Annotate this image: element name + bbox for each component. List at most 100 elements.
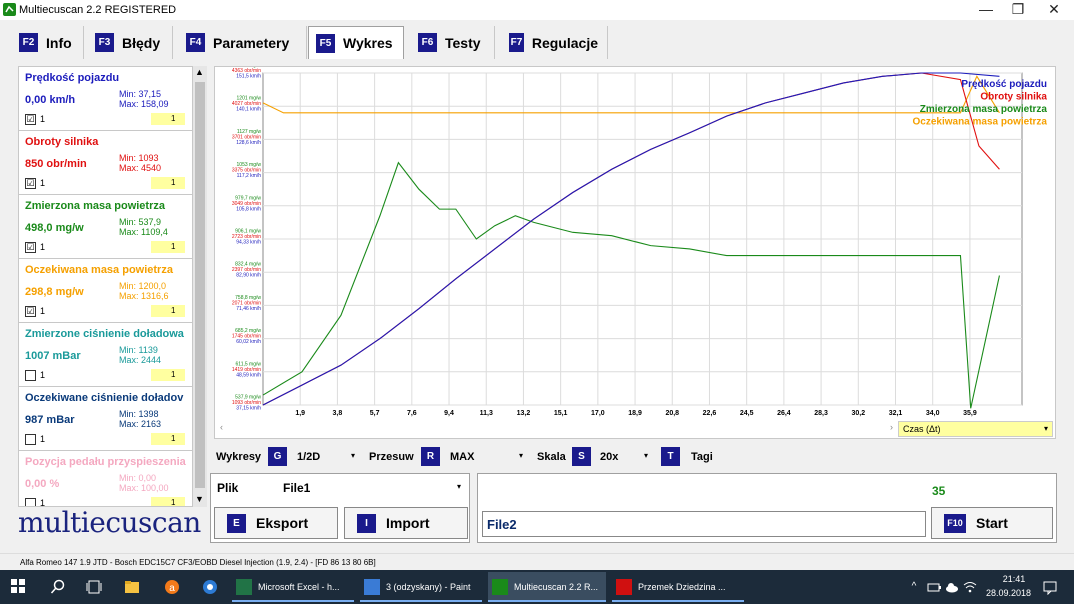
parameter-list-scrollbar[interactable]: ▲ ▼ bbox=[193, 66, 207, 507]
parameter-checkbox[interactable]: ☑ bbox=[25, 178, 36, 189]
f10-key-badge: F10 bbox=[944, 513, 966, 533]
parameter-axis-select[interactable]: 1▾ bbox=[151, 433, 185, 445]
parameter-item[interactable]: Obroty silnika 850 obr/min Min: 1093 Max: 4… bbox=[19, 131, 192, 195]
parameter-axis-select[interactable]: 1▾ bbox=[151, 241, 185, 253]
wifi-icon[interactable] bbox=[962, 579, 978, 595]
parameter-checkbox[interactable]: ☑ bbox=[25, 242, 36, 253]
tab-regulacje[interactable]: F7 Regulacje bbox=[502, 26, 608, 59]
i-key-badge: I bbox=[357, 513, 376, 533]
parameter-item[interactable]: Zmierzona masa powietrza 498,0 mg/w Min: 5… bbox=[19, 195, 192, 259]
file-select[interactable]: File1 ▾ bbox=[281, 478, 467, 496]
battery-icon[interactable] bbox=[926, 579, 942, 595]
tagi-label[interactable]: Tagi bbox=[691, 451, 713, 463]
import-button-label: Import bbox=[386, 515, 430, 531]
eksport-button[interactable]: E Eksport bbox=[214, 507, 338, 539]
parameter-checkbox[interactable]: ☑ bbox=[25, 306, 36, 317]
minimize-button[interactable]: — bbox=[979, 1, 993, 17]
y-axis-label: 4363 obr/min bbox=[232, 68, 261, 74]
przesuw-dropdown-icon[interactable]: ▾ bbox=[519, 451, 524, 460]
close-button[interactable]: ✕ bbox=[1048, 1, 1060, 17]
tab-wykres[interactable]: F5 Wykres bbox=[308, 26, 404, 59]
wykresy-label: Wykresy bbox=[216, 451, 262, 463]
chevron-up-icon[interactable]: ^ bbox=[911, 581, 917, 592]
t-key-badge: T bbox=[661, 447, 680, 466]
x-tick-label: 5,7 bbox=[370, 410, 380, 417]
running-indicator bbox=[488, 600, 606, 602]
parameter-axis-select[interactable]: 1▾ bbox=[151, 177, 185, 189]
parameter-axis-select[interactable]: 1▾ bbox=[151, 369, 185, 381]
scroll-right-icon[interactable]: › bbox=[890, 422, 893, 432]
legend-entry: Prędkość pojazdu bbox=[961, 79, 1047, 90]
y-axis-label: 611,5 mg/w bbox=[236, 361, 262, 367]
parameter-checkbox[interactable]: ☑ bbox=[25, 114, 36, 125]
scrollbar-thumb[interactable] bbox=[195, 82, 205, 488]
time-axis-select[interactable]: Czas (Δt) ▾ bbox=[898, 421, 1053, 437]
parameter-axis-value: 1 bbox=[171, 306, 176, 315]
parameter-checkbox[interactable] bbox=[25, 434, 36, 445]
x-tick-label: 11,3 bbox=[480, 410, 493, 417]
parameter-item[interactable]: Zmierzone ciśnienie doładowa 1007 mBar Min… bbox=[19, 323, 192, 387]
taskbar-app-icon bbox=[236, 579, 252, 595]
taskbar-app-button[interactable]: Microsoft Excel - h... bbox=[232, 572, 354, 602]
windows-start-icon[interactable] bbox=[10, 579, 26, 595]
x-tick-label: 24,5 bbox=[740, 410, 754, 417]
import-button[interactable]: I Import bbox=[344, 507, 468, 539]
parameter-item[interactable]: Oczekiwana masa powietrza 298,8 mg/w Min: … bbox=[19, 259, 192, 323]
series-line bbox=[262, 75, 1000, 114]
parameter-axis-select[interactable]: 1▾ bbox=[151, 305, 185, 317]
tab-bledy[interactable]: F3 Błędy bbox=[88, 26, 173, 59]
parameter-item[interactable]: Pozycja pedału przyspieszenia 0,00 % Min: … bbox=[19, 451, 192, 507]
parameter-item[interactable]: Prędkość pojazdu 0,00 km/h Min: 37,15 Max: … bbox=[19, 67, 192, 131]
parameter-value: 850 obr/min bbox=[25, 158, 87, 170]
parameter-axis-select[interactable]: 1▾ bbox=[151, 113, 185, 125]
task-view-icon[interactable] bbox=[86, 579, 102, 595]
scroll-left-icon[interactable]: ‹ bbox=[220, 422, 223, 432]
parameter-axis-value: 1 bbox=[171, 178, 176, 187]
taskbar-app-icon bbox=[364, 579, 380, 595]
parameter-axis-value: 1 bbox=[171, 242, 176, 251]
taskbar-app-button[interactable]: 3 (odzyskany) - Paint bbox=[360, 572, 482, 602]
y-axis-label: 1053 mg/w bbox=[237, 162, 262, 168]
search-icon[interactable] bbox=[50, 579, 66, 595]
taskbar-app-button[interactable]: Przemek Dziedzina ... bbox=[612, 572, 744, 602]
tab-testy[interactable]: F6 Testy bbox=[411, 26, 495, 59]
wykresy-dropdown-icon[interactable]: ▾ bbox=[351, 451, 356, 460]
clock-time[interactable]: 21:41 bbox=[1002, 574, 1026, 584]
x-tick-label: 7,6 bbox=[407, 410, 417, 417]
cloud-icon[interactable] bbox=[944, 579, 960, 595]
maximize-button[interactable]: ❐ bbox=[1011, 1, 1025, 17]
file2-input[interactable]: File2 bbox=[482, 511, 926, 537]
clock-date[interactable]: 28.09.2018 bbox=[986, 588, 1032, 598]
skala-dropdown-icon[interactable]: ▾ bbox=[644, 451, 649, 460]
y-axis-label: 1419 obr/min bbox=[232, 367, 261, 373]
parameter-axis-select[interactable]: 1▾ bbox=[151, 497, 185, 507]
f5-key-badge: F5 bbox=[316, 33, 335, 53]
parameter-max: Max: 2163 bbox=[119, 419, 162, 429]
browser-icon[interactable] bbox=[202, 579, 218, 595]
parameter-max: Max: 2444 bbox=[119, 355, 162, 365]
przesuw-value[interactable]: MAX bbox=[450, 451, 475, 463]
notifications-icon[interactable] bbox=[1042, 579, 1058, 596]
avast-icon[interactable]: a bbox=[164, 579, 180, 595]
parameter-axis-value: 1 bbox=[171, 498, 176, 507]
wykresy-value[interactable]: 1/2D bbox=[297, 451, 321, 463]
y-axis-label: 151,5 km/h bbox=[236, 74, 261, 80]
parameter-checkbox[interactable] bbox=[25, 370, 36, 381]
parameter-item[interactable]: Oczekiwane ciśnienie doładov 987 mBar Min:… bbox=[19, 387, 192, 451]
window-title: Multiecuscan 2.2 REGISTERED bbox=[19, 4, 177, 16]
tab-info[interactable]: F2 Info bbox=[12, 26, 84, 59]
legend-entry: Zmierzona masa powietrza bbox=[920, 104, 1048, 115]
parameter-max: Max: 100,00 bbox=[119, 483, 169, 493]
scroll-down-icon[interactable]: ▼ bbox=[195, 494, 204, 504]
parameter-value: 0,00 % bbox=[25, 478, 60, 490]
start-button[interactable]: F10 Start bbox=[931, 507, 1053, 539]
tab-parametery[interactable]: F4 Parametery bbox=[179, 26, 307, 59]
parameter-checkbox[interactable] bbox=[25, 498, 36, 506]
file-explorer-icon[interactable] bbox=[124, 579, 140, 595]
g-key-badge: G bbox=[268, 447, 287, 466]
scroll-up-icon[interactable]: ▲ bbox=[195, 67, 204, 77]
chart-horizontal-scrollbar[interactable]: ‹ › bbox=[218, 422, 898, 435]
parameter-max: Max: 4540 bbox=[119, 163, 162, 173]
skala-value[interactable]: 20x bbox=[600, 451, 619, 463]
taskbar-app-button[interactable]: Multiecuscan 2.2 R... bbox=[488, 572, 606, 602]
